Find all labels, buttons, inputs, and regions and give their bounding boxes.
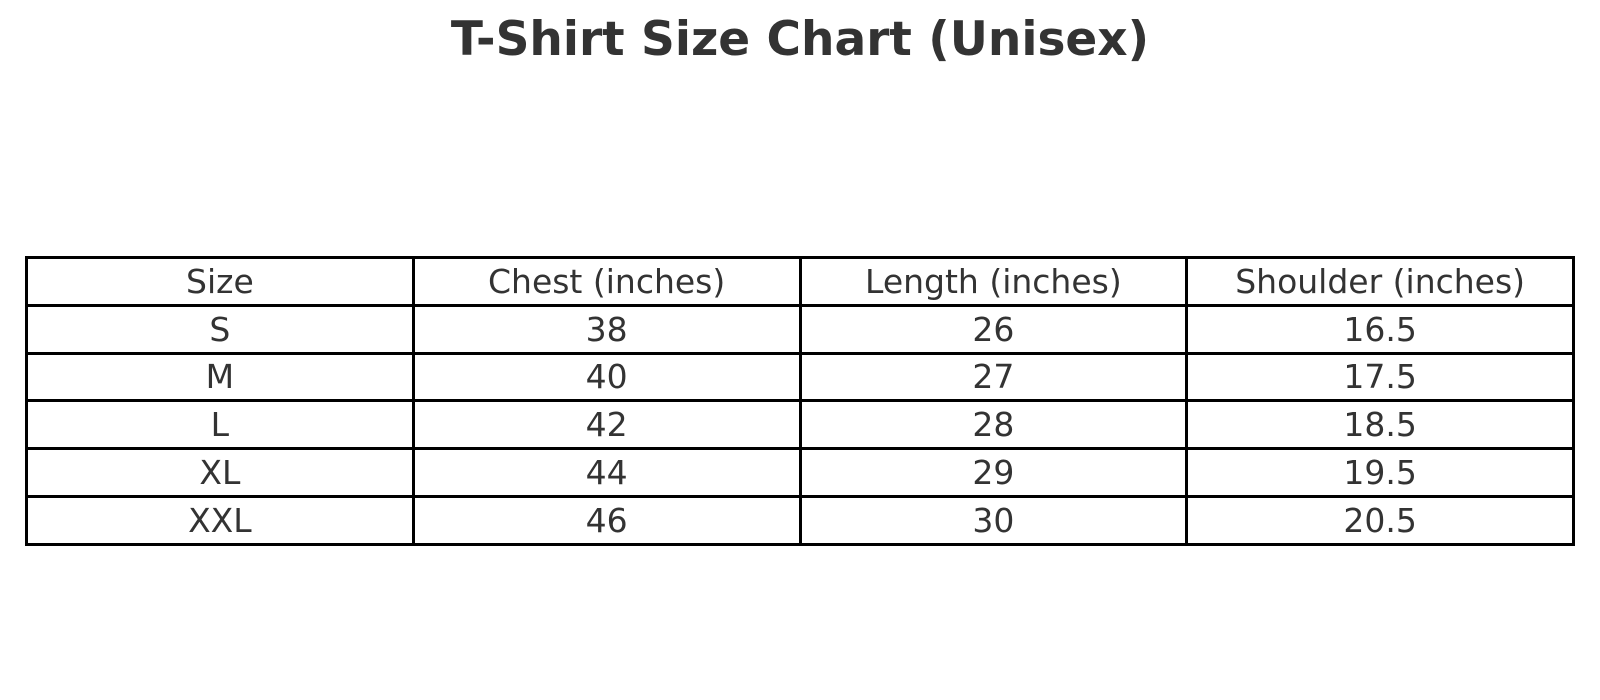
table-header: Size Chest (inches) Length (inches) Shoulde… bbox=[25, 256, 1575, 307]
table-cell: XXL bbox=[25, 494, 415, 546]
table-cell: 20.5 bbox=[1185, 494, 1575, 546]
table-header-row: Size Chest (inches) Length (inches) Shoulde… bbox=[25, 256, 1575, 307]
table-cell: 38 bbox=[411, 303, 802, 355]
page-title: T-Shirt Size Chart (Unisex) bbox=[450, 12, 1150, 67]
column-header: Shoulder (inches) bbox=[1185, 256, 1575, 307]
table-cell: 29 bbox=[798, 447, 1189, 498]
table-cell: L bbox=[25, 399, 415, 451]
table-cell: 17.5 bbox=[1185, 351, 1575, 403]
table-cell: 40 bbox=[411, 351, 802, 403]
table-cell: 27 bbox=[798, 351, 1189, 403]
size-chart-table: Size Chest (inches) Length (inches) Shoulde… bbox=[25, 256, 1575, 546]
table-cell: 18.5 bbox=[1185, 399, 1575, 451]
column-header: Chest (inches) bbox=[411, 256, 802, 307]
column-header: Size bbox=[25, 256, 415, 307]
table-cell: M bbox=[25, 351, 415, 403]
table-cell: S bbox=[25, 303, 415, 355]
table-cell: 19.5 bbox=[1185, 447, 1575, 498]
table-cell: 16.5 bbox=[1185, 303, 1575, 355]
table-cell: 44 bbox=[411, 447, 802, 498]
table-cell: 46 bbox=[411, 494, 802, 546]
table-row: M 40 27 17.5 bbox=[25, 351, 1575, 403]
table-row: L 42 28 18.5 bbox=[25, 399, 1575, 451]
table-row: S 38 26 16.5 bbox=[25, 303, 1575, 355]
table-body: S 38 26 16.5 M 40 27 17.5 L 42 28 18.5 XL 44 29 19.5 XXL… bbox=[25, 303, 1575, 546]
table-row: XL 44 29 19.5 bbox=[25, 447, 1575, 498]
table-cell: XL bbox=[25, 447, 415, 498]
table-row: XXL 46 30 20.5 bbox=[25, 494, 1575, 546]
column-header: Length (inches) bbox=[798, 256, 1189, 307]
table-cell: 28 bbox=[798, 399, 1189, 451]
table-cell: 26 bbox=[798, 303, 1189, 355]
table-cell: 42 bbox=[411, 399, 802, 451]
table-cell: 30 bbox=[798, 494, 1189, 546]
